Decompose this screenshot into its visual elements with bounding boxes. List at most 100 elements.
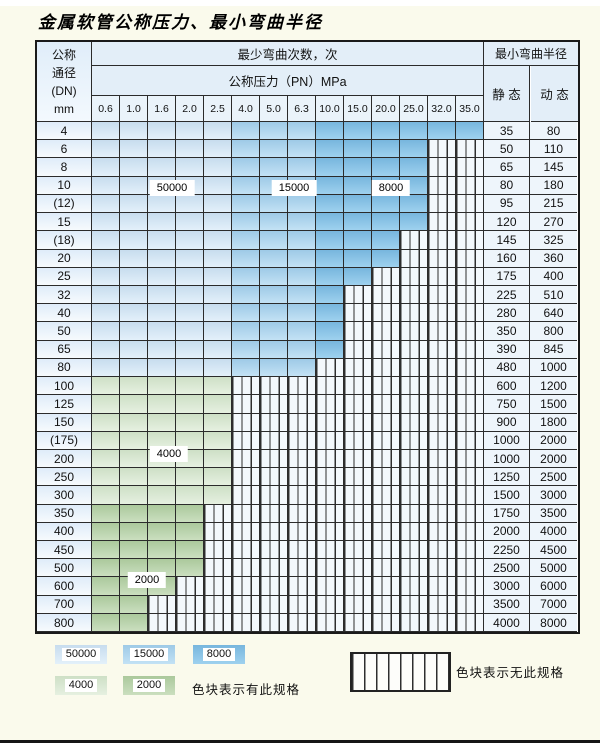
spec-cell <box>176 468 204 487</box>
table-row: (175) 1000 2000 <box>37 431 578 450</box>
spec-cell <box>260 158 288 177</box>
no-spec-cell <box>428 194 456 214</box>
no-spec-cell <box>344 340 372 359</box>
spec-cell <box>372 231 400 250</box>
dynamic-radius-cell: 8000 <box>530 613 577 633</box>
dn-cell: 200 <box>37 449 92 469</box>
spec-cell <box>92 595 120 614</box>
spec-cell <box>316 231 344 250</box>
spec-cell <box>288 194 316 214</box>
dn-header-line3: (DN) <box>51 83 77 98</box>
spec-cell <box>176 213 204 232</box>
spec-cell <box>288 358 316 378</box>
no-spec-cell <box>428 449 456 469</box>
static-radius-cell: 3000 <box>483 577 530 596</box>
no-spec-cell <box>456 304 484 323</box>
no-spec-cell <box>176 595 204 614</box>
spec-cell <box>148 304 176 323</box>
legend-swatch-4000: 4000 <box>55 676 107 695</box>
no-spec-cell <box>428 377 456 396</box>
spec-cell <box>232 267 260 286</box>
static-radius-cell: 145 <box>483 231 530 250</box>
table-row: 250 1250 2500 <box>37 468 578 487</box>
spec-cell <box>232 322 260 341</box>
no-spec-cell <box>260 559 288 578</box>
dn-cell: 15 <box>37 213 92 232</box>
spec-cell <box>260 340 288 359</box>
spec-cell <box>148 340 176 359</box>
no-spec-cell <box>428 340 456 359</box>
legend-swatch-50000: 50000 <box>55 645 107 664</box>
table-row: 40 280 640 <box>37 304 578 323</box>
spec-cell <box>120 231 148 250</box>
no-spec-cell <box>316 613 344 633</box>
no-spec-cell <box>176 613 204 633</box>
no-spec-cell <box>428 559 456 578</box>
no-spec-cell <box>428 213 456 232</box>
no-spec-cell <box>260 449 288 469</box>
pressure-tick: 2.0 <box>176 96 204 122</box>
spec-cell <box>148 194 176 214</box>
spec-cell <box>92 231 120 250</box>
dn-cell: 65 <box>37 340 92 359</box>
spec-cell <box>176 559 204 578</box>
spec-cell <box>176 194 204 214</box>
no-spec-cell <box>400 413 428 432</box>
dn-cell: 450 <box>37 541 92 560</box>
dn-header-cell: 公称 通径 (DN) mm <box>37 42 92 122</box>
table-row: 25 175 400 <box>37 267 578 286</box>
spec-cell <box>120 413 148 432</box>
spec-cell <box>288 304 316 323</box>
dynamic-radius-cell: 145 <box>530 158 577 177</box>
no-spec-cell <box>344 504 372 523</box>
no-spec-cell <box>344 413 372 432</box>
no-spec-cell <box>400 504 428 523</box>
spec-cell <box>120 176 148 195</box>
no-spec-cell <box>456 176 484 195</box>
no-spec-cell <box>372 377 400 396</box>
no-spec-cell <box>456 522 484 542</box>
pressure-tick: 4.0 <box>232 96 260 122</box>
pressure-tick: 1.6 <box>148 96 176 122</box>
static-radius-cell: 2250 <box>483 541 530 560</box>
spec-cell <box>176 322 204 341</box>
no-spec-cell <box>288 377 316 396</box>
spec-cell <box>148 140 176 159</box>
no-spec-cell <box>456 486 484 505</box>
spec-cell <box>372 213 400 232</box>
no-spec-cell <box>372 285 400 305</box>
no-spec-cell <box>176 577 204 596</box>
no-spec-cell <box>288 613 316 633</box>
no-spec-cell <box>372 522 400 542</box>
legend-swatch-label: 50000 <box>61 648 101 661</box>
spec-cell <box>176 249 204 268</box>
spec-cell <box>344 122 372 141</box>
no-spec-cell <box>400 267 428 286</box>
table-row: 450 2250 4500 <box>37 541 578 560</box>
no-spec-cell <box>316 577 344 596</box>
static-radius-cell: 3500 <box>483 595 530 614</box>
no-spec-cell <box>260 577 288 596</box>
no-spec-cell <box>456 449 484 469</box>
no-spec-cell <box>232 559 260 578</box>
spec-cell <box>288 231 316 250</box>
dn-cell: 350 <box>37 504 92 523</box>
spec-cell <box>92 122 120 141</box>
spec-cell <box>148 431 176 450</box>
static-radius-cell: 2000 <box>483 522 530 542</box>
spec-cell <box>204 122 232 141</box>
static-radius-cell: 80 <box>483 176 530 195</box>
spec-cell <box>344 176 372 195</box>
spec-cell <box>120 122 148 141</box>
dynamic-radius-cell: 180 <box>530 176 577 195</box>
spec-cell <box>176 158 204 177</box>
spec-cell <box>204 395 232 414</box>
spec-cell <box>204 322 232 341</box>
no-spec-cell <box>232 431 260 450</box>
spec-cell <box>204 231 232 250</box>
no-spec-cell <box>288 559 316 578</box>
spec-cell <box>120 468 148 487</box>
no-spec-cell <box>316 377 344 396</box>
static-radius-cell: 480 <box>483 358 530 378</box>
